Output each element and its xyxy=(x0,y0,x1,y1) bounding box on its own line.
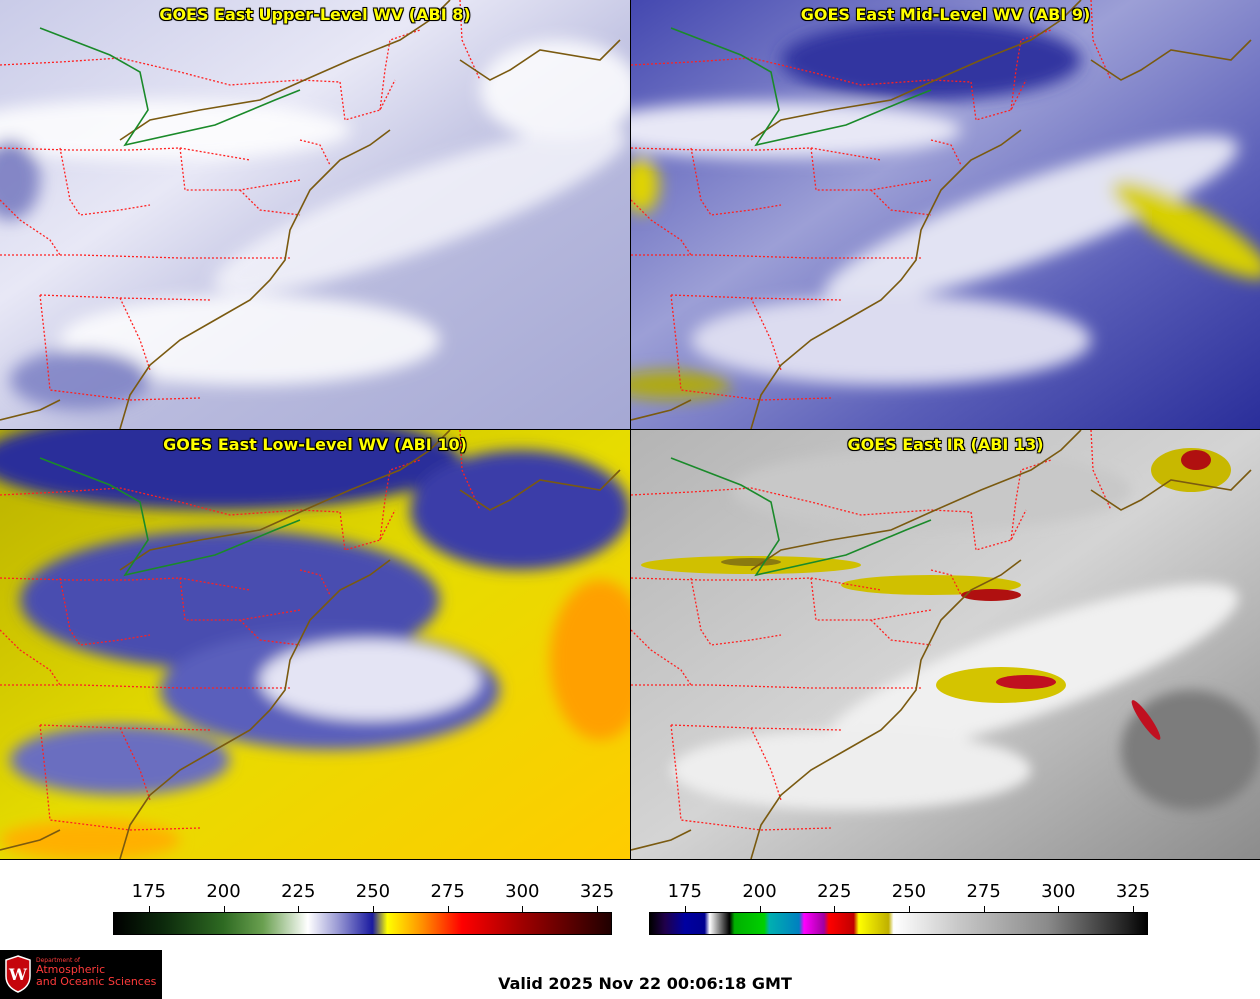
colorbar-tick xyxy=(908,906,910,912)
state-border-line xyxy=(299,139,331,166)
colorbar-tick xyxy=(372,906,374,912)
colorbar-tick xyxy=(223,906,225,912)
panel-title: GOES East Low-Level WV (ABI 10) xyxy=(163,435,467,454)
state-border-line xyxy=(379,29,421,111)
state-border-line xyxy=(930,569,962,596)
colorbar-tick-label: 325 xyxy=(579,881,615,902)
colorbar-tick xyxy=(983,906,985,912)
state-border-line xyxy=(0,487,341,516)
colorbar-tick-label: 300 xyxy=(1041,881,1076,902)
colorbar-ir xyxy=(649,912,1148,935)
state-border-line xyxy=(0,254,290,259)
state-border-line xyxy=(1090,430,1112,511)
colorbar-tick-label: 175 xyxy=(131,881,167,902)
state-border-line xyxy=(631,254,921,259)
colorbar-tick xyxy=(684,906,686,912)
logo-line1: Department of xyxy=(36,957,80,964)
state-border-line xyxy=(179,147,301,191)
state-border-line xyxy=(631,57,972,86)
colorbar-tick xyxy=(447,906,449,912)
state-border-line xyxy=(59,577,151,646)
satellite-image-mid-wv xyxy=(631,0,1260,429)
state-border-line xyxy=(59,147,151,216)
state-border-line xyxy=(1090,0,1112,81)
colorbar-tick-label: 250 xyxy=(891,881,927,902)
satellite-image-ir xyxy=(631,430,1260,859)
state-border-line xyxy=(631,684,921,689)
state-border-line xyxy=(690,577,782,646)
panel-title: GOES East IR (ABI 13) xyxy=(847,435,1044,454)
colorbar-wv xyxy=(113,912,612,935)
colorbar-tick-label: 225 xyxy=(281,881,316,902)
valid-time: Valid 2025 Nov 22 00:06:18 GMT xyxy=(498,974,792,993)
state-border-line xyxy=(690,147,782,216)
panels-bottom-edge xyxy=(0,859,1260,860)
panel-title: GOES East Mid-Level WV (ABI 9) xyxy=(800,5,1091,24)
panel-upper-level-wv: GOES East Upper-Level WV (ABI 8) xyxy=(0,0,630,429)
state-border-line xyxy=(339,509,396,551)
state-border-line xyxy=(0,684,290,689)
state-border-line xyxy=(1010,29,1052,111)
colorbar-tick xyxy=(298,906,300,912)
state-border-line xyxy=(0,57,341,86)
state-border-line xyxy=(339,79,396,121)
colorbar-tick-label: 325 xyxy=(1115,881,1151,902)
colorbar-tick xyxy=(522,906,524,912)
colorbar-tick-label: 225 xyxy=(817,881,852,902)
panel-title: GOES East Upper-Level WV (ABI 8) xyxy=(159,5,471,24)
state-border-line xyxy=(179,577,301,621)
canada-border xyxy=(39,457,301,577)
colorbar-tick-label: 200 xyxy=(206,881,241,902)
panel-ir: GOES East IR (ABI 13) xyxy=(631,430,1260,859)
state-border-line xyxy=(870,619,932,646)
state-border-line xyxy=(810,577,932,621)
coastline xyxy=(631,0,1252,429)
state-border-line xyxy=(299,569,331,596)
crest-letter: W xyxy=(8,965,28,984)
logo-line2: Atmospheric xyxy=(36,963,106,976)
state-border-line xyxy=(631,199,692,256)
state-border-line xyxy=(631,487,972,516)
state-border-line xyxy=(0,629,61,686)
colorbar-tick-label: 175 xyxy=(667,881,703,902)
state-border-line xyxy=(1010,459,1052,541)
logo-line3: and Oceanic Sciences xyxy=(36,975,157,988)
colorbar-tick-label: 300 xyxy=(505,881,540,902)
state-border-line xyxy=(239,619,301,646)
colorbar-tick-label: 250 xyxy=(355,881,391,902)
colorbar-tick-label: 275 xyxy=(966,881,1001,902)
colorbar-tick xyxy=(759,906,761,912)
canada-border xyxy=(670,27,932,147)
colorbar-tick-label: 200 xyxy=(742,881,777,902)
state-border-line xyxy=(970,509,1027,551)
state-border-line xyxy=(379,459,421,541)
panel-divider-horizontal xyxy=(0,429,1260,430)
aos-logo: W Department of Atmospheric and Oceanic … xyxy=(0,950,162,999)
canada-border xyxy=(39,27,301,147)
panel-low-level-wv: GOES East Low-Level WV (ABI 10) xyxy=(0,430,630,859)
panel-mid-level-wv: GOES East Mid-Level WV (ABI 9) xyxy=(631,0,1260,429)
satellite-image-low-wv xyxy=(0,430,630,859)
colorbar-tick xyxy=(597,906,599,912)
colorbar-tick-label: 275 xyxy=(430,881,465,902)
state-border-line xyxy=(0,199,61,256)
colorbar-tick xyxy=(1133,906,1135,912)
colorbar-tick xyxy=(834,906,836,912)
coastline xyxy=(0,430,621,859)
state-border-line xyxy=(239,189,301,216)
coastline xyxy=(631,430,1252,859)
state-border-line xyxy=(970,79,1027,121)
uw-crest-icon: W xyxy=(5,955,31,993)
state-border-line xyxy=(631,629,692,686)
state-border-line xyxy=(459,0,481,81)
canada-border xyxy=(670,457,932,577)
state-border-line xyxy=(870,189,932,216)
state-border-line xyxy=(459,430,481,511)
coastline xyxy=(0,0,621,429)
state-border-line xyxy=(930,139,962,166)
state-border-line xyxy=(810,147,932,191)
satellite-image-upper-wv xyxy=(0,0,630,429)
colorbar-tick xyxy=(1058,906,1060,912)
colorbar-tick xyxy=(148,906,150,912)
